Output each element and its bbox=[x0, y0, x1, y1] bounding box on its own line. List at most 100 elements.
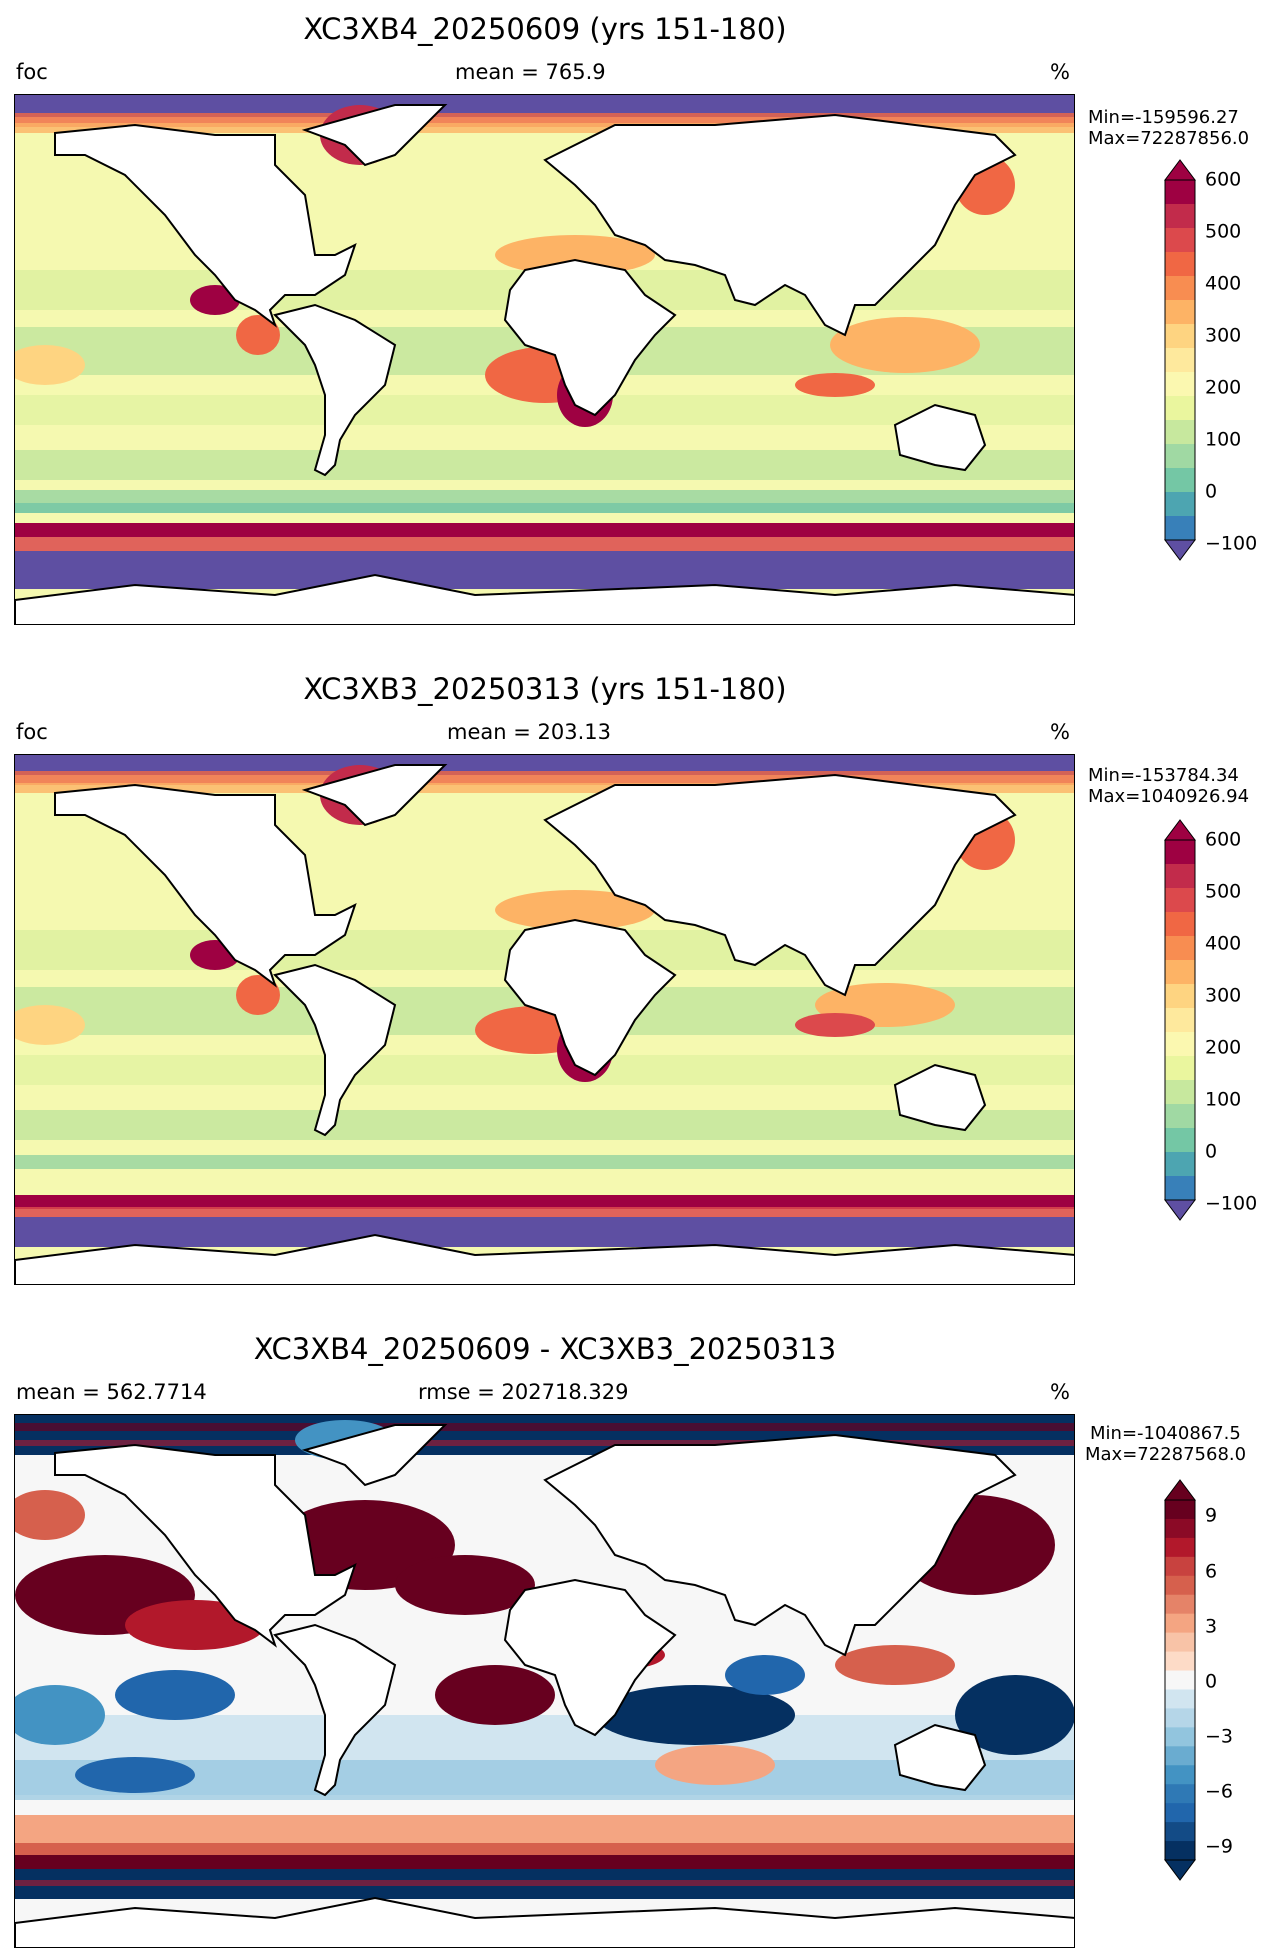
cbar-tick: 9 bbox=[1205, 1504, 1218, 1527]
colorbar-swatch bbox=[1165, 1518, 1195, 1539]
max-label: Max=1040926.94 bbox=[1088, 786, 1250, 807]
cbar-tick: 300 bbox=[1205, 984, 1242, 1007]
colorbar-swatch bbox=[1165, 1080, 1195, 1105]
colorbar-swatch bbox=[1165, 1128, 1195, 1153]
min-label: Min=-159596.27 bbox=[1088, 107, 1239, 128]
cbar-tick: 500 bbox=[1205, 220, 1242, 243]
colorbar-extend-min bbox=[1164, 539, 1196, 561]
max-label: Max=72287568.0 bbox=[1085, 1444, 1247, 1465]
variable-label: foc bbox=[16, 720, 48, 744]
colorbar-swatch bbox=[1165, 1613, 1195, 1634]
colorbar-swatch bbox=[1165, 1841, 1195, 1861]
colorbar-swatch bbox=[1165, 468, 1195, 493]
panel-title: XC3XB3_20250313 (yrs 151-180) bbox=[303, 672, 787, 706]
cbar-tick: 0 bbox=[1205, 480, 1218, 503]
colorbar-extend-min bbox=[1164, 1199, 1196, 1221]
cbar-tick: 200 bbox=[1205, 376, 1242, 399]
colorbar-swatch bbox=[1165, 1689, 1195, 1709]
colorbar-1-gradient bbox=[1164, 159, 1196, 561]
cbar-tick: −100 bbox=[1205, 1192, 1258, 1215]
colorbar-swatch bbox=[1165, 252, 1195, 277]
colorbar-swatch bbox=[1165, 516, 1195, 541]
colorbar-extend-min bbox=[1164, 1859, 1196, 1881]
colorbar-swatch bbox=[1165, 1104, 1195, 1129]
colorbar-extend-max bbox=[1164, 819, 1196, 841]
colorbar-swatch bbox=[1165, 1822, 1195, 1842]
colorbar-swatch bbox=[1165, 1176, 1195, 1201]
colorbar-swatch bbox=[1165, 840, 1195, 865]
colorbar-swatch bbox=[1165, 420, 1195, 445]
units-label: % bbox=[1050, 60, 1070, 84]
colorbar-swatch bbox=[1165, 492, 1195, 517]
colorbar-swatch bbox=[1165, 1556, 1195, 1577]
variable-label: foc bbox=[16, 60, 48, 84]
units-label: % bbox=[1050, 720, 1070, 744]
cbar-tick: 3 bbox=[1205, 1615, 1218, 1638]
units-label: % bbox=[1050, 1380, 1070, 1404]
cbar-tick: −9 bbox=[1205, 1835, 1234, 1858]
colorbar-extend-max bbox=[1164, 159, 1196, 181]
colorbar-swatch bbox=[1165, 1632, 1195, 1653]
cbar-tick: 400 bbox=[1205, 272, 1242, 295]
panel-1: XC3XB4_20250609 (yrs 151-180) foc mean =… bbox=[0, 0, 1279, 640]
colorbar-swatch bbox=[1165, 1765, 1195, 1785]
colorbar-swatch bbox=[1165, 1708, 1195, 1728]
mean-label: mean = 562.7714 bbox=[16, 1380, 207, 1404]
colorbar-swatch bbox=[1165, 180, 1195, 205]
cbar-tick: 600 bbox=[1205, 168, 1242, 191]
cbar-tick: 0 bbox=[1205, 1670, 1218, 1693]
colorbar-swatch bbox=[1165, 228, 1195, 253]
map-panel-2 bbox=[14, 754, 1075, 1285]
cbar-tick: 200 bbox=[1205, 1036, 1242, 1059]
colorbar-swatch bbox=[1165, 348, 1195, 373]
colorbar-swatch bbox=[1165, 1575, 1195, 1596]
colorbar-3 bbox=[1164, 1479, 1196, 1881]
colorbar-swatch bbox=[1165, 936, 1195, 961]
colorbar-swatch bbox=[1165, 960, 1195, 985]
panel-2: XC3XB3_20250313 (yrs 151-180) foc mean =… bbox=[0, 660, 1279, 1300]
colorbar-3-gradient bbox=[1164, 1479, 1196, 1881]
colorbar-swatch bbox=[1165, 1537, 1195, 1558]
colorbar-swatch bbox=[1165, 300, 1195, 325]
colorbar-swatch bbox=[1165, 324, 1195, 349]
colorbar-swatch bbox=[1165, 864, 1195, 889]
colorbar-swatch bbox=[1165, 1651, 1195, 1672]
cbar-tick: 500 bbox=[1205, 880, 1242, 903]
min-label: Min=-153784.34 bbox=[1088, 765, 1239, 786]
colorbar-swatch bbox=[1165, 396, 1195, 421]
colorbar-swatch bbox=[1165, 1056, 1195, 1081]
colorbar-swatch bbox=[1165, 276, 1195, 301]
colorbar-1 bbox=[1164, 159, 1196, 561]
colorbar-swatch bbox=[1165, 1746, 1195, 1766]
colorbar-swatch bbox=[1165, 372, 1195, 397]
min-label: Min=-1040867.5 bbox=[1090, 1423, 1241, 1444]
colorbar-swatch bbox=[1165, 1500, 1195, 1520]
colorbar-swatch bbox=[1165, 912, 1195, 937]
cbar-tick: 100 bbox=[1205, 428, 1242, 451]
rmse-label: rmse = 202718.329 bbox=[418, 1380, 629, 1404]
cbar-tick: −6 bbox=[1205, 1780, 1234, 1803]
colorbar-swatch bbox=[1165, 1594, 1195, 1615]
map-panel-1 bbox=[14, 94, 1075, 625]
colorbar-swatch bbox=[1165, 444, 1195, 469]
colorbar-swatch bbox=[1165, 1803, 1195, 1823]
colorbar-swatch bbox=[1165, 888, 1195, 913]
colorbar-swatch bbox=[1165, 1032, 1195, 1057]
colorbar-swatch bbox=[1165, 1008, 1195, 1033]
mean-label: mean = 765.9 bbox=[455, 60, 606, 84]
colorbar-extend-max bbox=[1164, 1479, 1196, 1501]
cbar-tick: 6 bbox=[1205, 1560, 1218, 1583]
cbar-tick: 300 bbox=[1205, 324, 1242, 347]
colorbar-2 bbox=[1164, 819, 1196, 1221]
cbar-tick: 0 bbox=[1205, 1140, 1218, 1163]
cbar-tick: −3 bbox=[1205, 1725, 1234, 1748]
cbar-tick: −100 bbox=[1205, 532, 1258, 555]
colorbar-swatch bbox=[1165, 1670, 1195, 1690]
map-panel-3 bbox=[14, 1414, 1075, 1948]
colorbar-swatch bbox=[1165, 984, 1195, 1009]
colorbar-swatch bbox=[1165, 1784, 1195, 1804]
max-label: Max=72287856.0 bbox=[1088, 128, 1250, 149]
colorbar-2-gradient bbox=[1164, 819, 1196, 1221]
cbar-tick: 400 bbox=[1205, 932, 1242, 955]
panel-title: XC3XB4_20250609 (yrs 151-180) bbox=[303, 12, 787, 46]
